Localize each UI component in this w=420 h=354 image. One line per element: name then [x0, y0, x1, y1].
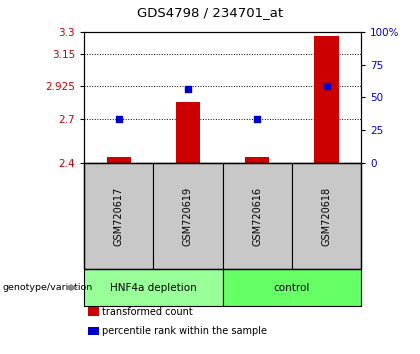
Bar	[107, 157, 131, 163]
Bar	[176, 102, 200, 163]
Point	[254, 116, 260, 122]
Text: GSM720618: GSM720618	[322, 186, 331, 246]
Text: GSM720617: GSM720617	[114, 186, 123, 246]
Text: GSM720619: GSM720619	[183, 186, 193, 246]
Text: percentile rank within the sample: percentile rank within the sample	[102, 326, 267, 336]
Text: HNF4a depletion: HNF4a depletion	[110, 282, 197, 293]
Bar	[315, 36, 339, 163]
Text: GSM720616: GSM720616	[252, 186, 262, 246]
Point	[185, 86, 192, 92]
Point	[323, 83, 330, 88]
Text: transformed count: transformed count	[102, 307, 193, 316]
Bar	[245, 157, 269, 163]
Text: genotype/variation: genotype/variation	[2, 283, 92, 292]
Text: control: control	[274, 282, 310, 293]
Text: GDS4798 / 234701_at: GDS4798 / 234701_at	[137, 6, 283, 19]
Point	[115, 116, 122, 122]
